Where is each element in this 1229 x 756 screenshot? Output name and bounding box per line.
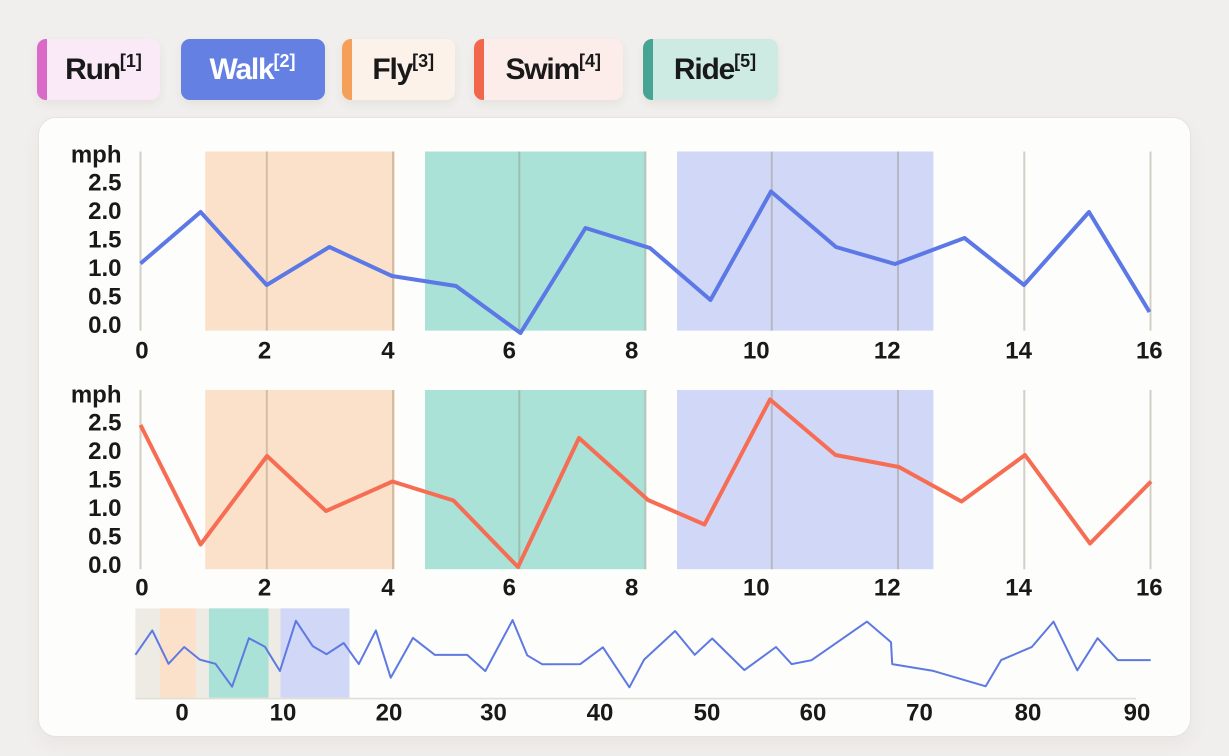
svg-text:2: 2 [258,574,271,601]
svg-text:6: 6 [503,338,516,365]
svg-text:16: 16 [1136,338,1163,365]
svg-text:14: 14 [1005,338,1032,365]
svg-text:2: 2 [258,338,271,365]
svg-text:1.5: 1.5 [88,467,121,494]
svg-text:60: 60 [800,700,827,727]
svg-text:1.0: 1.0 [88,255,121,282]
svg-text:0.0: 0.0 [88,552,121,579]
svg-text:2.5: 2.5 [88,170,121,197]
svg-text:12: 12 [874,574,901,601]
svg-text:80: 80 [1015,700,1042,727]
svg-text:2.0: 2.0 [88,438,121,465]
svg-text:50: 50 [694,700,721,727]
svg-text:2.0: 2.0 [88,198,121,225]
svg-text:20: 20 [376,700,403,727]
svg-text:0.0: 0.0 [88,312,121,339]
svg-text:10: 10 [743,338,770,365]
svg-text:0: 0 [135,338,148,365]
svg-text:0.5: 0.5 [88,284,121,311]
svg-text:6: 6 [503,574,516,601]
svg-text:0: 0 [135,574,148,601]
svg-text:8: 8 [625,338,638,365]
svg-text:16: 16 [1136,574,1163,601]
svg-text:0: 0 [175,700,188,727]
svg-text:0.5: 0.5 [88,524,121,551]
svg-text:40: 40 [587,700,614,727]
svg-text:70: 70 [906,700,933,727]
svg-text:8: 8 [625,574,638,601]
svg-text:mph: mph [71,141,122,168]
svg-text:mph: mph [71,381,122,408]
svg-text:30: 30 [480,700,507,727]
svg-text:1.0: 1.0 [88,495,121,522]
svg-text:12: 12 [874,338,901,365]
svg-text:90: 90 [1124,700,1151,727]
svg-text:1.5: 1.5 [88,227,121,254]
svg-text:10: 10 [270,700,297,727]
svg-text:14: 14 [1005,574,1032,601]
svg-text:10: 10 [743,574,770,601]
svg-text:4: 4 [381,574,395,601]
svg-text:2.5: 2.5 [88,410,121,437]
svg-text:4: 4 [381,338,395,365]
